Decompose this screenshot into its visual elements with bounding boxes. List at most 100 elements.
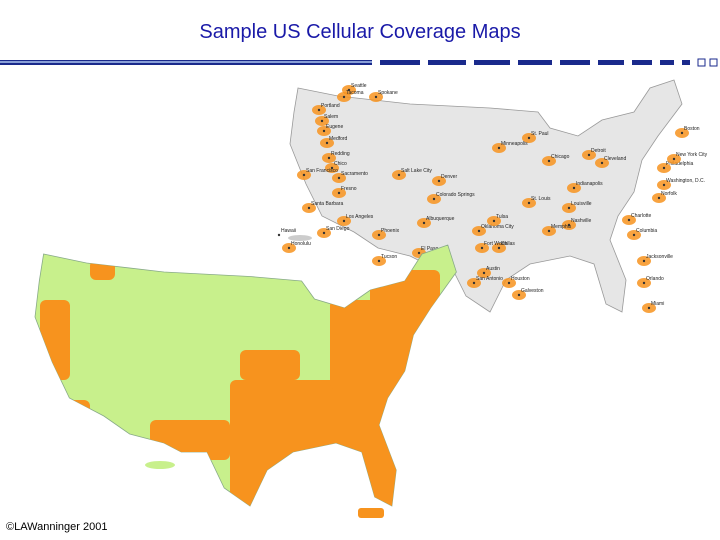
city-label: Albuquerque bbox=[426, 216, 455, 222]
city-label: Salem bbox=[324, 114, 338, 120]
city-dot bbox=[480, 246, 484, 250]
city-label: Jacksonville bbox=[646, 254, 673, 260]
city-label: Portland bbox=[321, 103, 340, 109]
city-dot bbox=[472, 281, 476, 285]
city-dot bbox=[337, 176, 341, 180]
city-label: Norfolk bbox=[661, 191, 677, 197]
city-label: San Diego bbox=[326, 226, 350, 232]
city-dot bbox=[327, 156, 331, 160]
city-dot bbox=[642, 281, 646, 285]
city-dot bbox=[662, 183, 666, 187]
city-dot bbox=[287, 246, 291, 250]
city-dot bbox=[317, 108, 321, 112]
city-dot bbox=[477, 229, 481, 233]
city-dot bbox=[657, 196, 661, 200]
city-label: Eugene bbox=[326, 124, 343, 130]
puerto-rico bbox=[358, 508, 384, 518]
city-label: San Francisco bbox=[306, 168, 338, 174]
city-dot bbox=[432, 197, 436, 201]
city-dot bbox=[377, 259, 381, 263]
city-label: Spokane bbox=[378, 90, 398, 96]
city-dot bbox=[322, 129, 326, 133]
city-dot bbox=[547, 229, 551, 233]
city-label: Louisville bbox=[571, 201, 592, 207]
city-dot bbox=[417, 251, 421, 255]
city-label: Denver bbox=[441, 174, 457, 180]
city-dot bbox=[547, 159, 551, 163]
city-dot bbox=[347, 88, 351, 92]
city-label: Tulsa bbox=[496, 214, 508, 220]
city-label: Cleveland bbox=[604, 156, 626, 162]
city-dot bbox=[374, 95, 378, 99]
city-dot bbox=[527, 201, 531, 205]
city-label: Hawaii bbox=[281, 228, 296, 234]
city-label: Sacramento bbox=[341, 171, 368, 177]
hawaii bbox=[288, 235, 312, 241]
city-label: St. Paul bbox=[531, 131, 549, 137]
city-dot bbox=[307, 206, 311, 210]
city-dot bbox=[497, 146, 501, 150]
city-dot bbox=[587, 153, 591, 157]
copyright: ©LAWanninger 2001 bbox=[6, 521, 107, 533]
city-label: Redding bbox=[331, 151, 350, 157]
city-label: Philadelphia bbox=[666, 161, 693, 167]
city-label: Dallas bbox=[501, 241, 515, 247]
city-label: Boston bbox=[684, 126, 700, 132]
us-outline bbox=[289, 79, 683, 313]
hawaii bbox=[145, 461, 175, 469]
city-label: Fort Worth bbox=[484, 241, 508, 247]
city-label: Nashville bbox=[571, 218, 592, 224]
city-label: Columbia bbox=[636, 228, 657, 234]
city-dot bbox=[600, 161, 604, 165]
city-label: Orlando bbox=[646, 276, 664, 282]
city-dot bbox=[482, 271, 486, 275]
city-dot bbox=[302, 173, 306, 177]
city-label: Los Angeles bbox=[346, 214, 374, 220]
city-dot bbox=[397, 173, 401, 177]
city-label: Chico bbox=[334, 161, 347, 167]
city-label: Detroit bbox=[591, 148, 606, 154]
city-label: Fresno bbox=[341, 186, 357, 192]
city-label: Salt Lake City bbox=[401, 168, 432, 174]
city-dot bbox=[632, 233, 636, 237]
city-dot bbox=[437, 179, 441, 183]
city-dot bbox=[277, 233, 281, 237]
coverage-area bbox=[240, 350, 300, 380]
city-dot bbox=[572, 186, 576, 190]
city-dot bbox=[672, 157, 676, 161]
city-label: Oklahoma City bbox=[481, 224, 514, 230]
coverage-area bbox=[60, 400, 90, 450]
city-dot bbox=[680, 131, 684, 135]
city-label: Memphis bbox=[551, 224, 572, 230]
city-label: Indianapolis bbox=[576, 181, 603, 187]
coverage-area bbox=[230, 380, 457, 506]
city-dot bbox=[330, 166, 334, 170]
city-dot bbox=[337, 191, 341, 195]
city-label: Galveston bbox=[521, 288, 544, 294]
city-label: Chicago bbox=[551, 154, 570, 160]
city-label: Honolulu bbox=[291, 241, 311, 247]
city-dot bbox=[325, 141, 329, 145]
city-label: Houston bbox=[511, 276, 530, 282]
city-label: New York City bbox=[676, 152, 708, 158]
city-dot bbox=[662, 166, 666, 170]
city-dot bbox=[627, 218, 631, 222]
city-label: St. Louis bbox=[531, 196, 551, 202]
city-dot bbox=[322, 231, 326, 235]
city-dot bbox=[320, 119, 324, 123]
city-label: San Antonio bbox=[476, 276, 503, 282]
city-label: Medford bbox=[329, 136, 348, 142]
city-label: Washington, D.C. bbox=[666, 178, 705, 184]
city-dot bbox=[517, 293, 521, 297]
city-dot bbox=[342, 219, 346, 223]
city-dot bbox=[507, 281, 511, 285]
city-dot bbox=[342, 95, 346, 99]
city-label: Charlotte bbox=[631, 213, 652, 219]
city-dot bbox=[642, 259, 646, 263]
coverage-area bbox=[150, 420, 230, 460]
city-label: Miami bbox=[651, 301, 664, 307]
coverage-map-bottom bbox=[34, 244, 457, 518]
city-dot bbox=[647, 306, 651, 310]
city-dot bbox=[497, 246, 501, 250]
